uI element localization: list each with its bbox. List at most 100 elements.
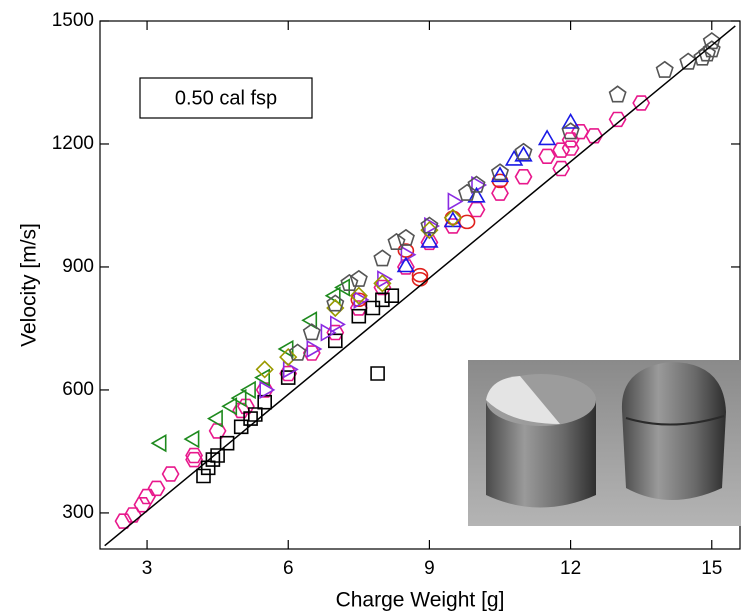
data-point	[340, 273, 359, 292]
x-axis-title: Charge Weight [g]	[336, 589, 505, 612]
data-point	[552, 160, 571, 177]
data-point	[693, 48, 712, 66]
data-point	[324, 286, 341, 305]
data-point	[514, 169, 533, 185]
data-point	[411, 267, 429, 283]
inset-photo	[468, 360, 741, 526]
data-point	[396, 259, 415, 275]
data-point	[365, 300, 381, 316]
data-point	[185, 451, 204, 468]
data-point	[326, 294, 345, 312]
data-point	[147, 480, 166, 497]
data-point	[384, 288, 400, 304]
data-point	[150, 434, 167, 453]
fit-line	[104, 25, 736, 547]
data-point	[375, 292, 390, 308]
data-point	[255, 360, 274, 379]
data-point	[279, 365, 298, 382]
data-point	[467, 186, 486, 203]
data-point	[420, 220, 439, 240]
photo-crease	[625, 415, 725, 426]
data-point	[373, 274, 392, 293]
data-point	[396, 228, 415, 246]
data-point	[490, 166, 510, 183]
data-point	[326, 298, 345, 318]
photo-cylinder	[486, 400, 596, 508]
annotation: 0.50 cal fsp	[175, 87, 277, 109]
data-point	[302, 345, 321, 361]
x-tick-label: 3	[142, 558, 153, 579]
annotation-box: 0.50 cal fsp	[139, 77, 313, 119]
y-axis-title: Velocity [m/s]	[18, 223, 41, 347]
data-point	[236, 398, 255, 415]
data-point	[230, 388, 247, 408]
data-point	[396, 256, 416, 273]
data-point	[561, 132, 580, 148]
data-point	[280, 370, 296, 385]
x-tick-label: 12	[560, 558, 581, 579]
data-point	[185, 447, 204, 464]
data-point	[254, 368, 271, 387]
data-point	[349, 286, 368, 305]
data-point	[632, 95, 651, 111]
data-point	[219, 435, 235, 451]
data-point	[420, 231, 439, 248]
data-point	[327, 333, 343, 349]
data-point	[387, 232, 406, 250]
data-point	[538, 148, 557, 164]
data-point	[491, 185, 509, 201]
data-point	[373, 249, 392, 267]
x-tick-label: 9	[424, 558, 435, 579]
data-point	[138, 488, 157, 505]
data-point	[698, 44, 717, 62]
data-point	[320, 323, 337, 342]
data-point	[655, 60, 674, 78]
data-point	[302, 323, 321, 341]
x-tick-label: 6	[283, 558, 294, 579]
data-point	[288, 343, 307, 361]
y-tick-label: 1500	[52, 10, 94, 31]
data-point	[114, 513, 133, 529]
data-point	[233, 419, 249, 435]
data-point	[561, 122, 580, 140]
data-point	[447, 192, 464, 211]
photo-cut-face	[486, 376, 560, 424]
y-tick-label: 1200	[52, 133, 94, 154]
x-tick-label: 15	[701, 558, 722, 579]
data-point	[351, 308, 367, 324]
data-point	[208, 423, 227, 439]
y-tick-label: 900	[62, 256, 94, 277]
data-point	[183, 429, 200, 449]
data-point	[514, 145, 533, 162]
data-point	[471, 175, 488, 195]
data-point	[240, 380, 256, 400]
data-point	[207, 409, 223, 428]
data-point	[571, 124, 589, 140]
data-point	[306, 339, 323, 359]
photo-deformed	[621, 362, 726, 500]
data-point	[514, 142, 533, 160]
data-point	[490, 163, 510, 181]
plot-frame	[99, 20, 741, 550]
data-point	[329, 315, 346, 334]
data-point	[458, 183, 477, 201]
data-point	[349, 300, 368, 316]
data-point	[370, 366, 385, 381]
data-point	[443, 208, 463, 227]
data-point	[326, 324, 345, 341]
data-point	[608, 85, 627, 103]
data-point	[561, 112, 580, 129]
annotation-frame	[139, 77, 313, 119]
data-point	[400, 245, 417, 264]
data-point	[282, 360, 299, 379]
plot-area	[104, 25, 736, 547]
data-point	[161, 466, 180, 482]
axes: 3 6 9 12 15 300 600 900 1200 1500	[52, 10, 740, 579]
data-point	[420, 234, 439, 251]
data-point	[259, 380, 276, 400]
data-point	[301, 311, 318, 330]
data-point	[608, 111, 627, 128]
data-point	[196, 468, 211, 484]
data-point	[248, 407, 263, 422]
